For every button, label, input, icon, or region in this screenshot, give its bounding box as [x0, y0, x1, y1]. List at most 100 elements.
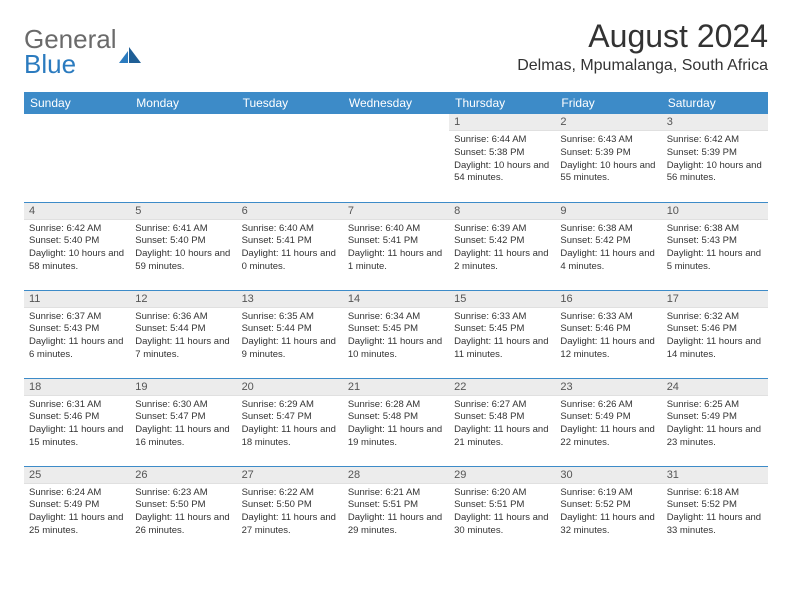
calendar-cell: 22Sunrise: 6:27 AMSunset: 5:48 PMDayligh… — [449, 378, 555, 466]
title-block: August 2024 Delmas, Mpumalanga, South Af… — [517, 18, 768, 75]
day-body: Sunrise: 6:31 AMSunset: 5:46 PMDaylight:… — [24, 396, 130, 454]
day-body: Sunrise: 6:24 AMSunset: 5:49 PMDaylight:… — [24, 484, 130, 542]
calendar-cell: 27Sunrise: 6:22 AMSunset: 5:50 PMDayligh… — [237, 466, 343, 554]
day-number: 25 — [24, 467, 130, 484]
day-number: 30 — [555, 467, 661, 484]
day-number: 9 — [555, 203, 661, 220]
day-body: Sunrise: 6:30 AMSunset: 5:47 PMDaylight:… — [130, 396, 236, 454]
day-number: 10 — [662, 203, 768, 220]
day-body: Sunrise: 6:28 AMSunset: 5:48 PMDaylight:… — [343, 396, 449, 454]
calendar-cell — [237, 114, 343, 202]
calendar-cell: 30Sunrise: 6:19 AMSunset: 5:52 PMDayligh… — [555, 466, 661, 554]
day-body: Sunrise: 6:38 AMSunset: 5:43 PMDaylight:… — [662, 220, 768, 278]
day-body: Sunrise: 6:33 AMSunset: 5:46 PMDaylight:… — [555, 308, 661, 366]
day-body: Sunrise: 6:35 AMSunset: 5:44 PMDaylight:… — [237, 308, 343, 366]
day-body: Sunrise: 6:33 AMSunset: 5:45 PMDaylight:… — [449, 308, 555, 366]
calendar-cell: 29Sunrise: 6:20 AMSunset: 5:51 PMDayligh… — [449, 466, 555, 554]
calendar-cell: 12Sunrise: 6:36 AMSunset: 5:44 PMDayligh… — [130, 290, 236, 378]
calendar-cell: 28Sunrise: 6:21 AMSunset: 5:51 PMDayligh… — [343, 466, 449, 554]
day-number: 6 — [237, 203, 343, 220]
day-body: Sunrise: 6:19 AMSunset: 5:52 PMDaylight:… — [555, 484, 661, 542]
day-body: Sunrise: 6:40 AMSunset: 5:41 PMDaylight:… — [343, 220, 449, 278]
weekday-header: Thursday — [449, 92, 555, 114]
day-number: 21 — [343, 379, 449, 396]
calendar-cell: 18Sunrise: 6:31 AMSunset: 5:46 PMDayligh… — [24, 378, 130, 466]
day-body: Sunrise: 6:40 AMSunset: 5:41 PMDaylight:… — [237, 220, 343, 278]
calendar-cell: 31Sunrise: 6:18 AMSunset: 5:52 PMDayligh… — [662, 466, 768, 554]
day-number: 16 — [555, 291, 661, 308]
calendar-table: SundayMondayTuesdayWednesdayThursdayFrid… — [24, 92, 768, 554]
calendar-cell: 7Sunrise: 6:40 AMSunset: 5:41 PMDaylight… — [343, 202, 449, 290]
weekday-header: Saturday — [662, 92, 768, 114]
day-number: 20 — [237, 379, 343, 396]
day-number: 15 — [449, 291, 555, 308]
calendar-cell — [24, 114, 130, 202]
day-body: Sunrise: 6:34 AMSunset: 5:45 PMDaylight:… — [343, 308, 449, 366]
day-number: 14 — [343, 291, 449, 308]
day-body: Sunrise: 6:43 AMSunset: 5:39 PMDaylight:… — [555, 131, 661, 189]
day-number: 2 — [555, 114, 661, 131]
weekday-header: Monday — [130, 92, 236, 114]
day-number: 23 — [555, 379, 661, 396]
day-number: 3 — [662, 114, 768, 131]
day-number: 31 — [662, 467, 768, 484]
day-body: Sunrise: 6:42 AMSunset: 5:39 PMDaylight:… — [662, 131, 768, 189]
calendar-cell: 14Sunrise: 6:34 AMSunset: 5:45 PMDayligh… — [343, 290, 449, 378]
calendar-cell: 11Sunrise: 6:37 AMSunset: 5:43 PMDayligh… — [24, 290, 130, 378]
day-body: Sunrise: 6:22 AMSunset: 5:50 PMDaylight:… — [237, 484, 343, 542]
day-number: 24 — [662, 379, 768, 396]
calendar-cell: 3Sunrise: 6:42 AMSunset: 5:39 PMDaylight… — [662, 114, 768, 202]
day-number: 12 — [130, 291, 236, 308]
day-number: 28 — [343, 467, 449, 484]
calendar-cell: 26Sunrise: 6:23 AMSunset: 5:50 PMDayligh… — [130, 466, 236, 554]
month-title: August 2024 — [517, 18, 768, 55]
day-body: Sunrise: 6:32 AMSunset: 5:46 PMDaylight:… — [662, 308, 768, 366]
day-number: 1 — [449, 114, 555, 131]
day-body: Sunrise: 6:42 AMSunset: 5:40 PMDaylight:… — [24, 220, 130, 278]
day-body: Sunrise: 6:18 AMSunset: 5:52 PMDaylight:… — [662, 484, 768, 542]
day-body: Sunrise: 6:41 AMSunset: 5:40 PMDaylight:… — [130, 220, 236, 278]
day-body: Sunrise: 6:27 AMSunset: 5:48 PMDaylight:… — [449, 396, 555, 454]
day-body: Sunrise: 6:29 AMSunset: 5:47 PMDaylight:… — [237, 396, 343, 454]
weekday-header: Sunday — [24, 92, 130, 114]
calendar-cell: 15Sunrise: 6:33 AMSunset: 5:45 PMDayligh… — [449, 290, 555, 378]
calendar-cell: 19Sunrise: 6:30 AMSunset: 5:47 PMDayligh… — [130, 378, 236, 466]
day-body: Sunrise: 6:23 AMSunset: 5:50 PMDaylight:… — [130, 484, 236, 542]
day-number: 17 — [662, 291, 768, 308]
calendar-cell: 13Sunrise: 6:35 AMSunset: 5:44 PMDayligh… — [237, 290, 343, 378]
calendar-cell: 5Sunrise: 6:41 AMSunset: 5:40 PMDaylight… — [130, 202, 236, 290]
brand-sail-icon — [119, 39, 141, 55]
day-number: 11 — [24, 291, 130, 308]
day-body: Sunrise: 6:37 AMSunset: 5:43 PMDaylight:… — [24, 308, 130, 366]
day-body: Sunrise: 6:38 AMSunset: 5:42 PMDaylight:… — [555, 220, 661, 278]
calendar-cell: 9Sunrise: 6:38 AMSunset: 5:42 PMDaylight… — [555, 202, 661, 290]
day-number: 22 — [449, 379, 555, 396]
day-body: Sunrise: 6:44 AMSunset: 5:38 PMDaylight:… — [449, 131, 555, 189]
day-number: 5 — [130, 203, 236, 220]
calendar-cell — [343, 114, 449, 202]
day-body: Sunrise: 6:20 AMSunset: 5:51 PMDaylight:… — [449, 484, 555, 542]
weekday-header: Friday — [555, 92, 661, 114]
calendar-cell: 4Sunrise: 6:42 AMSunset: 5:40 PMDaylight… — [24, 202, 130, 290]
day-body: Sunrise: 6:25 AMSunset: 5:49 PMDaylight:… — [662, 396, 768, 454]
calendar-cell: 20Sunrise: 6:29 AMSunset: 5:47 PMDayligh… — [237, 378, 343, 466]
day-number: 13 — [237, 291, 343, 308]
day-number: 26 — [130, 467, 236, 484]
day-number: 4 — [24, 203, 130, 220]
calendar-head: SundayMondayTuesdayWednesdayThursdayFrid… — [24, 92, 768, 114]
calendar-cell: 17Sunrise: 6:32 AMSunset: 5:46 PMDayligh… — [662, 290, 768, 378]
calendar-cell: 23Sunrise: 6:26 AMSunset: 5:49 PMDayligh… — [555, 378, 661, 466]
day-number: 19 — [130, 379, 236, 396]
day-body: Sunrise: 6:26 AMSunset: 5:49 PMDaylight:… — [555, 396, 661, 454]
header: GeneralBlue August 2024 Delmas, Mpumalan… — [24, 18, 768, 80]
day-number: 8 — [449, 203, 555, 220]
calendar-cell: 10Sunrise: 6:38 AMSunset: 5:43 PMDayligh… — [662, 202, 768, 290]
day-body: Sunrise: 6:36 AMSunset: 5:44 PMDaylight:… — [130, 308, 236, 366]
day-number: 7 — [343, 203, 449, 220]
calendar-body: 1Sunrise: 6:44 AMSunset: 5:38 PMDaylight… — [24, 114, 768, 554]
calendar-cell: 21Sunrise: 6:28 AMSunset: 5:48 PMDayligh… — [343, 378, 449, 466]
location: Delmas, Mpumalanga, South Africa — [517, 57, 768, 75]
calendar-cell: 1Sunrise: 6:44 AMSunset: 5:38 PMDaylight… — [449, 114, 555, 202]
day-number: 27 — [237, 467, 343, 484]
brand-logo: GeneralBlue — [24, 18, 142, 80]
